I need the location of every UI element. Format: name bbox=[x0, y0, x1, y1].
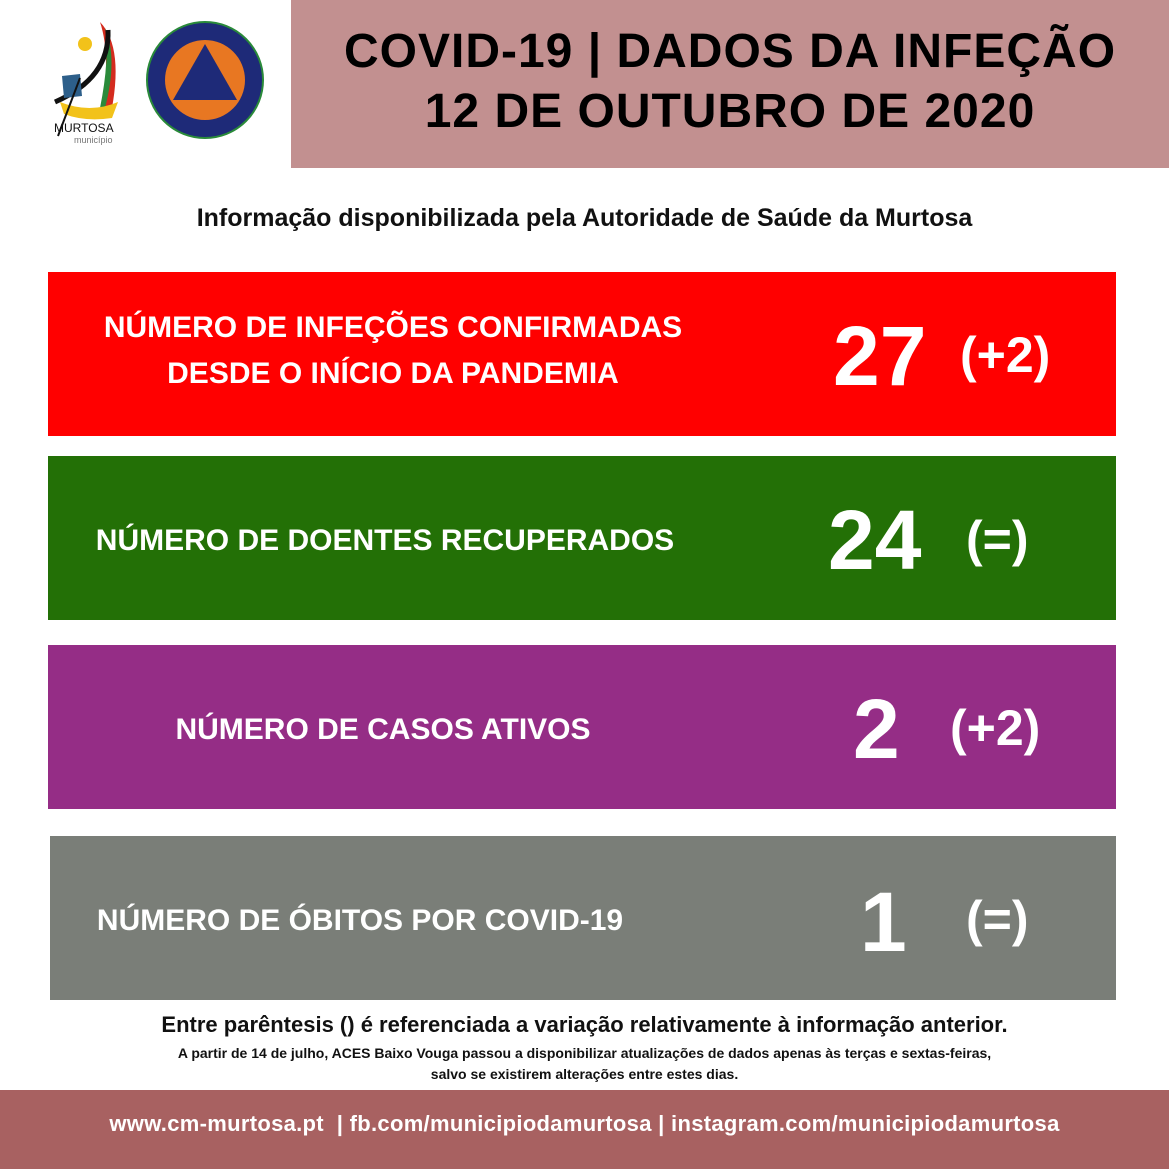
card-recovered: NÚMERO DE DOENTES RECUPERADOS 24 (=) bbox=[48, 456, 1116, 620]
footnote-line1: A partir de 14 de julho, ACES Baixo Voug… bbox=[177, 1045, 992, 1061]
card-label-line2: DESDE O INÍCIO DA PANDEMIA bbox=[167, 357, 619, 390]
header-date: 12 DE OUTUBRO DE 2020 bbox=[424, 85, 1036, 138]
protecao-civil-logo bbox=[145, 20, 265, 140]
header-band: COVID-19 | DADOS DA INFEÇÃO 12 DE OUTUBR… bbox=[291, 0, 1169, 168]
facebook-link[interactable]: fb.com/municipiodamurtosa bbox=[349, 1111, 652, 1136]
instagram-link[interactable]: instagram.com/municipiodamurtosa bbox=[671, 1111, 1060, 1136]
card-label: NÚMERO DE DOENTES RECUPERADOS bbox=[95, 524, 675, 557]
card-delta: (=) bbox=[966, 891, 1029, 947]
footer-links: www.cm-murtosa.pt | fb.com/municipiodamu… bbox=[0, 1090, 1169, 1169]
separator: | bbox=[336, 1111, 344, 1136]
municipio-sub: município bbox=[74, 135, 113, 145]
municipio-name: MURTOSA bbox=[54, 121, 114, 135]
card-delta: (=) bbox=[966, 511, 1029, 567]
card-label: NÚMERO DE CASOS ATIVOS bbox=[175, 713, 591, 746]
card-deaths: NÚMERO DE ÓBITOS POR COVID-19 1 (=) bbox=[50, 836, 1116, 1000]
footnote-main: Entre parêntesis () é referenciada a var… bbox=[161, 1012, 1008, 1037]
card-confirmed-infections: NÚMERO DE INFEÇÕES CONFIRMADAS DESDE O I… bbox=[48, 272, 1116, 436]
card-delta: (+2) bbox=[960, 327, 1051, 383]
card-active-cases: NÚMERO DE CASOS ATIVOS 2 (+2) bbox=[48, 645, 1116, 809]
card-value: 24 bbox=[828, 493, 922, 587]
website-link[interactable]: www.cm-murtosa.pt bbox=[109, 1111, 324, 1136]
header-title: COVID-19 | DADOS DA INFEÇÃO bbox=[343, 25, 1117, 78]
separator: | bbox=[658, 1111, 665, 1136]
murtosa-municipio-logo: MURTOSA município bbox=[50, 18, 125, 148]
subtitle: Informação disponibilizada pela Autorida… bbox=[196, 204, 973, 232]
footnote-schedule: A partir de 14 de julho, ACES Baixo Voug… bbox=[0, 1043, 1169, 1085]
card-label: NÚMERO DE INFEÇÕES CONFIRMADAS DESDE O I… bbox=[68, 305, 718, 397]
card-delta: (+2) bbox=[950, 700, 1041, 756]
card-value: 2 bbox=[853, 682, 900, 776]
footnote-line2: salvo se existirem alterações entre este… bbox=[430, 1066, 739, 1082]
card-value: 1 bbox=[860, 875, 907, 969]
card-label: NÚMERO DE ÓBITOS POR COVID-19 bbox=[96, 904, 624, 937]
card-label-line1: NÚMERO DE INFEÇÕES CONFIRMADAS bbox=[103, 311, 683, 344]
card-value: 27 bbox=[833, 309, 927, 403]
